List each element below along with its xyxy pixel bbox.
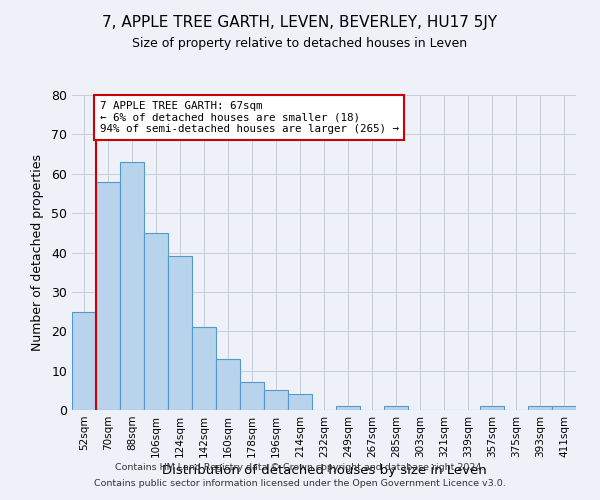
Text: 7 APPLE TREE GARTH: 67sqm
← 6% of detached houses are smaller (18)
94% of semi-d: 7 APPLE TREE GARTH: 67sqm ← 6% of detach… (100, 101, 398, 134)
Bar (216, 359, 240, 410)
Bar (480, 406, 504, 410)
Y-axis label: Number of detached properties: Number of detached properties (31, 154, 44, 351)
Bar (72, 312, 96, 410)
X-axis label: Distribution of detached houses by size in Leven: Distribution of detached houses by size … (161, 464, 487, 477)
Bar (336, 406, 360, 410)
Bar (120, 162, 144, 410)
Bar (192, 328, 216, 410)
Bar (144, 233, 168, 410)
Bar (96, 182, 120, 410)
Bar (528, 406, 552, 410)
Bar (384, 406, 408, 410)
Bar (240, 382, 264, 410)
Text: Contains public sector information licensed under the Open Government Licence v3: Contains public sector information licen… (94, 478, 506, 488)
Text: 7, APPLE TREE GARTH, LEVEN, BEVERLEY, HU17 5JY: 7, APPLE TREE GARTH, LEVEN, BEVERLEY, HU… (103, 15, 497, 30)
Bar (264, 390, 288, 410)
Text: Size of property relative to detached houses in Leven: Size of property relative to detached ho… (133, 38, 467, 51)
Bar (168, 256, 192, 410)
Bar (288, 394, 312, 410)
Text: Contains HM Land Registry data © Crown copyright and database right 2024.: Contains HM Land Registry data © Crown c… (115, 464, 485, 472)
Bar (552, 406, 576, 410)
